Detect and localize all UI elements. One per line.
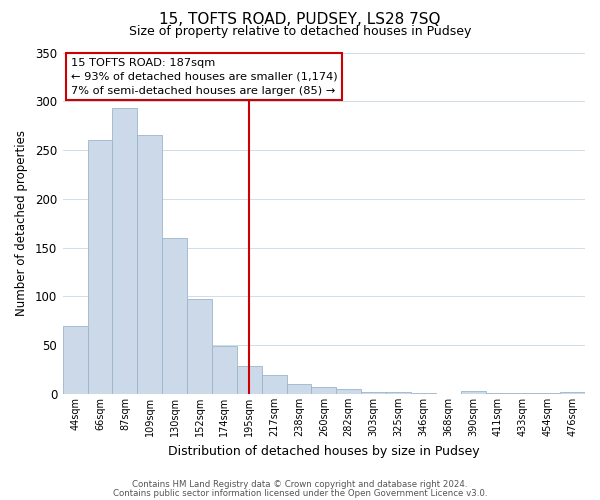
- Bar: [287, 384, 311, 394]
- Bar: [187, 300, 212, 394]
- Bar: [237, 366, 262, 394]
- Bar: [560, 392, 585, 394]
- Bar: [411, 393, 436, 394]
- Bar: [311, 387, 337, 394]
- Bar: [63, 326, 88, 394]
- Text: 15 TOFTS ROAD: 187sqm
← 93% of detached houses are smaller (1,174)
7% of semi-de: 15 TOFTS ROAD: 187sqm ← 93% of detached …: [71, 58, 337, 96]
- Bar: [511, 393, 535, 394]
- Bar: [162, 238, 187, 394]
- Bar: [337, 389, 361, 394]
- X-axis label: Distribution of detached houses by size in Pudsey: Distribution of detached houses by size …: [168, 444, 479, 458]
- Bar: [535, 393, 560, 394]
- Bar: [137, 136, 162, 394]
- Y-axis label: Number of detached properties: Number of detached properties: [15, 130, 28, 316]
- Text: Contains public sector information licensed under the Open Government Licence v3: Contains public sector information licen…: [113, 488, 487, 498]
- Bar: [88, 140, 112, 394]
- Bar: [461, 391, 485, 394]
- Bar: [262, 376, 287, 394]
- Bar: [112, 108, 137, 394]
- Text: 15, TOFTS ROAD, PUDSEY, LS28 7SQ: 15, TOFTS ROAD, PUDSEY, LS28 7SQ: [159, 12, 441, 28]
- Text: Contains HM Land Registry data © Crown copyright and database right 2024.: Contains HM Land Registry data © Crown c…: [132, 480, 468, 489]
- Text: Size of property relative to detached houses in Pudsey: Size of property relative to detached ho…: [129, 25, 471, 38]
- Bar: [212, 346, 237, 394]
- Bar: [361, 392, 386, 394]
- Bar: [386, 392, 411, 394]
- Bar: [485, 393, 511, 394]
